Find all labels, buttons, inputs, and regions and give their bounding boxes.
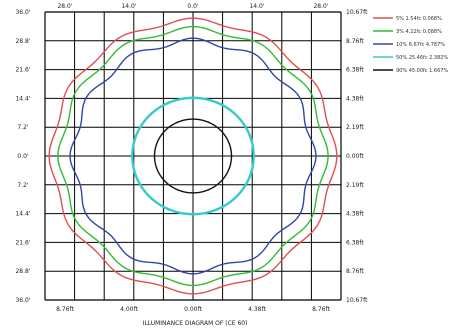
right-tick-label: 0.00ft — [346, 153, 364, 160]
isolux-curve — [131, 96, 255, 216]
right-tick-label: 6.38ft — [346, 239, 364, 246]
left-tick-label: 14.4' — [15, 95, 30, 102]
right-tick-label: 8.76ft — [346, 268, 364, 275]
top-tick-label: 28.0' — [57, 3, 72, 10]
legend-entry: 5% 1.54fc 0.068% — [396, 16, 442, 22]
left-tick-label: 7.2' — [17, 124, 29, 131]
left-tick-label: 7.2' — [17, 182, 29, 189]
legend-entry: 3% 4.22fc 0.088% — [396, 29, 442, 35]
right-tick-label: 10.67ft — [346, 297, 368, 304]
left-tick-label: 28.8' — [15, 38, 30, 45]
bottom-tick-label: 0.00ft — [184, 306, 202, 313]
left-tick-label: 0.0' — [17, 153, 29, 160]
bottom-tick-label: 4.38ft — [248, 306, 266, 313]
isolux-curve — [48, 17, 338, 295]
isolux-curve — [69, 37, 317, 275]
top-tick-label: 0.0' — [187, 3, 199, 10]
left-tick-label: 21.6' — [15, 67, 30, 74]
axis-ticks: 28.0' 14.0' 0.0' 14.0' 28.0' 8.76ft 4.00ft 0.00… — [15, 3, 368, 313]
bottom-tick-label: 8.76ft — [312, 306, 330, 313]
right-tick-label: 6.38ft — [346, 67, 364, 74]
left-tick-label: 28.8' — [15, 268, 30, 275]
top-tick-label: 14.0' — [249, 3, 264, 10]
left-tick-label: 36.0' — [15, 9, 30, 16]
bottom-tick-label: 8.76ft — [56, 306, 74, 313]
top-tick-label: 28.0' — [313, 3, 328, 10]
right-tick-label: 10.67ft — [346, 9, 368, 16]
right-tick-label: 2.19ft — [346, 124, 364, 131]
legend-entry: 50% 25.46fc 2.382% — [396, 55, 448, 61]
left-tick-label: 21.6' — [15, 239, 30, 246]
right-tick-label: 2.19ft — [346, 182, 364, 189]
right-tick-label: 4.38ft — [346, 95, 364, 102]
bottom-tick-label: 4.00ft — [120, 306, 138, 313]
grid — [44, 11, 342, 301]
right-tick-label: 8.76ft — [346, 38, 364, 45]
x-axis-label: ILLUMINANCE DIAGRAM OF (CE 60) — [143, 320, 248, 327]
legend-entry: 90% 45.00fc 1.667% — [396, 68, 448, 74]
isolux-curves — [48, 17, 338, 295]
legend: 5% 1.54fc 0.068% 3% 4.22fc 0.088% 10% 6.67… — [373, 16, 448, 74]
isolux-curve — [57, 25, 329, 287]
isolux-curve — [153, 118, 233, 194]
left-tick-label: 14.4' — [15, 211, 30, 218]
right-tick-label: 4.38ft — [346, 211, 364, 218]
legend-entry: 10% 6.67fc 4.787% — [396, 42, 445, 48]
left-tick-label: 36.0' — [15, 297, 30, 304]
top-tick-label: 14.0' — [121, 3, 136, 10]
